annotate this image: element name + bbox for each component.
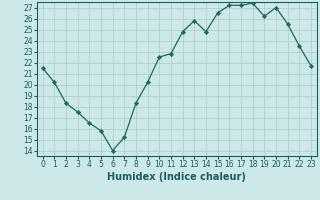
X-axis label: Humidex (Indice chaleur): Humidex (Indice chaleur)	[108, 172, 246, 182]
